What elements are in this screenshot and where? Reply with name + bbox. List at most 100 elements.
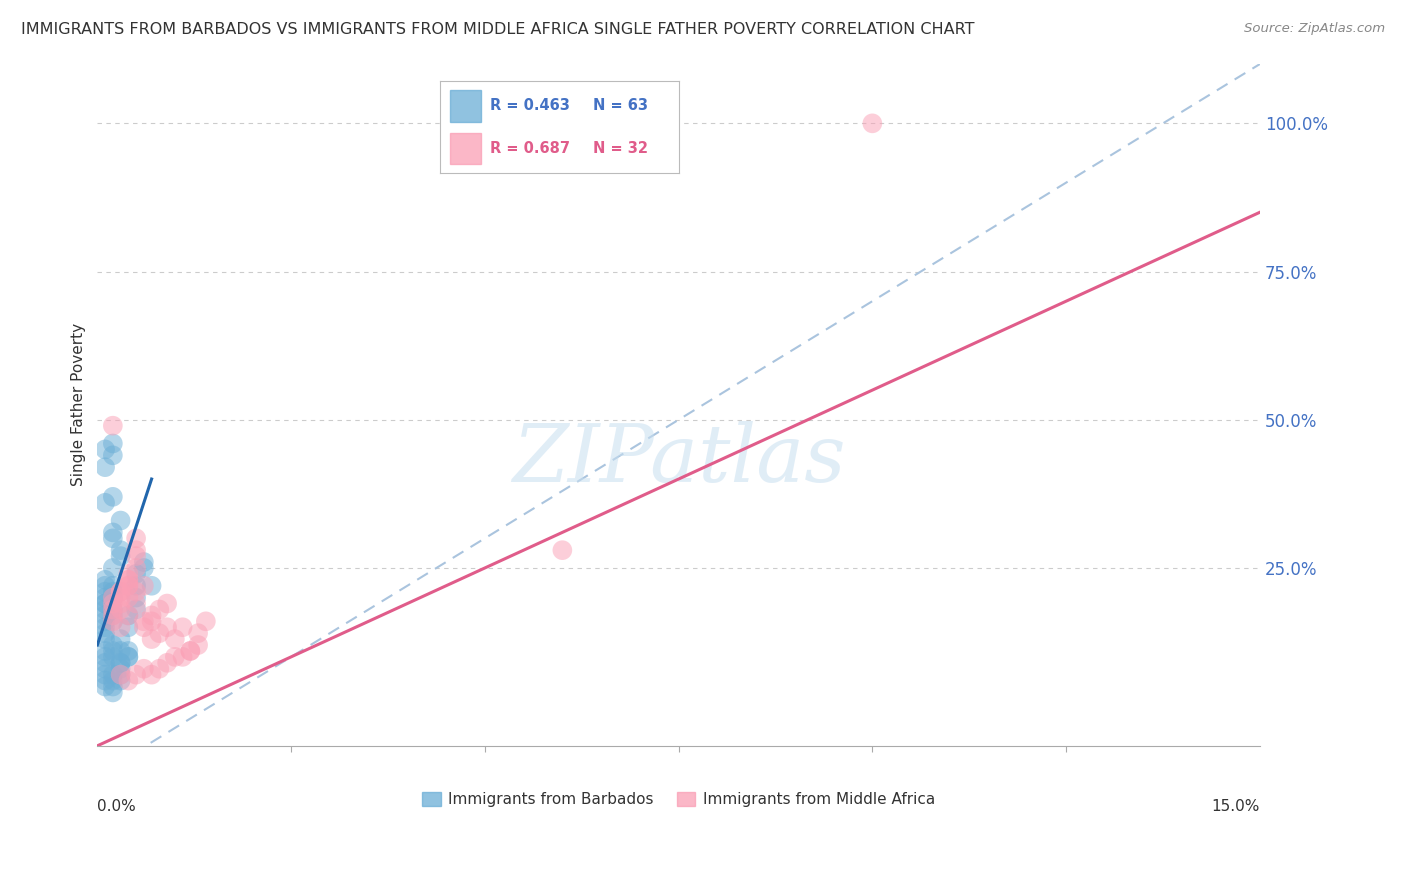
Point: [94, 615, 117, 629]
Point: [117, 673, 139, 688]
Point: [94, 649, 117, 664]
Point: [110, 584, 132, 599]
Text: 15.0%: 15.0%: [1212, 799, 1260, 814]
Point: [132, 662, 155, 676]
Point: [110, 667, 132, 681]
Point: [117, 608, 139, 623]
Point: [101, 591, 124, 605]
Point: [101, 436, 124, 450]
Point: [110, 549, 132, 563]
Point: [101, 638, 124, 652]
Point: [94, 573, 117, 587]
Point: [101, 448, 124, 462]
Point: [117, 649, 139, 664]
Point: [110, 543, 132, 558]
Point: [101, 597, 124, 611]
Point: [860, 116, 883, 130]
Point: [101, 591, 124, 605]
Point: [125, 584, 148, 599]
Point: [117, 579, 139, 593]
Point: [125, 531, 148, 545]
Point: [117, 591, 139, 605]
Point: [94, 662, 117, 676]
Point: [101, 525, 124, 540]
Point: [194, 615, 217, 629]
Point: [94, 442, 117, 457]
Point: [101, 584, 124, 599]
Point: [94, 680, 117, 694]
Point: [94, 608, 117, 623]
Point: [94, 597, 117, 611]
Point: [187, 626, 209, 640]
Point: [172, 620, 194, 634]
Point: [101, 531, 124, 545]
Point: [94, 656, 117, 670]
Point: [110, 591, 132, 605]
Point: [125, 591, 148, 605]
Point: [101, 649, 124, 664]
Point: [125, 543, 148, 558]
Point: [94, 644, 117, 658]
Point: [94, 620, 117, 634]
Point: [179, 644, 201, 658]
Point: [132, 561, 155, 575]
Point: [110, 584, 132, 599]
Point: [148, 662, 170, 676]
Point: [101, 602, 124, 616]
Point: [551, 543, 574, 558]
Text: IMMIGRANTS FROM BARBADOS VS IMMIGRANTS FROM MIDDLE AFRICA SINGLE FATHER POVERTY : IMMIGRANTS FROM BARBADOS VS IMMIGRANTS F…: [21, 22, 974, 37]
Point: [101, 608, 124, 623]
Point: [156, 656, 179, 670]
Point: [172, 649, 194, 664]
Point: [156, 620, 179, 634]
Point: [110, 644, 132, 658]
Text: Source: ZipAtlas.com: Source: ZipAtlas.com: [1244, 22, 1385, 36]
Point: [110, 514, 132, 528]
Point: [125, 561, 148, 575]
Point: [117, 644, 139, 658]
Point: [141, 667, 163, 681]
Point: [117, 579, 139, 593]
Point: [110, 656, 132, 670]
Point: [132, 620, 155, 634]
Legend: Immigrants from Barbados, Immigrants from Middle Africa: Immigrants from Barbados, Immigrants fro…: [416, 786, 941, 814]
Point: [101, 685, 124, 699]
Point: [141, 632, 163, 646]
Point: [132, 579, 155, 593]
Point: [110, 667, 132, 681]
Point: [117, 566, 139, 581]
Point: [101, 615, 124, 629]
Point: [101, 561, 124, 575]
Point: [101, 608, 124, 623]
Point: [110, 656, 132, 670]
Point: [117, 620, 139, 634]
Point: [110, 632, 132, 646]
Point: [101, 602, 124, 616]
Point: [156, 597, 179, 611]
Point: [117, 608, 139, 623]
Point: [101, 644, 124, 658]
Point: [148, 602, 170, 616]
Point: [101, 680, 124, 694]
Point: [101, 673, 124, 688]
Point: [141, 579, 163, 593]
Point: [117, 573, 139, 587]
Point: [125, 602, 148, 616]
Point: [101, 615, 124, 629]
Point: [110, 662, 132, 676]
Point: [117, 649, 139, 664]
Point: [94, 597, 117, 611]
Point: [94, 673, 117, 688]
Point: [148, 626, 170, 640]
Point: [101, 667, 124, 681]
Point: [125, 597, 148, 611]
Y-axis label: Single Father Poverty: Single Father Poverty: [72, 324, 86, 486]
Point: [125, 549, 148, 563]
Point: [110, 597, 132, 611]
Point: [125, 579, 148, 593]
Point: [94, 667, 117, 681]
Point: [125, 566, 148, 581]
Point: [101, 418, 124, 433]
Point: [187, 638, 209, 652]
Point: [163, 649, 186, 664]
